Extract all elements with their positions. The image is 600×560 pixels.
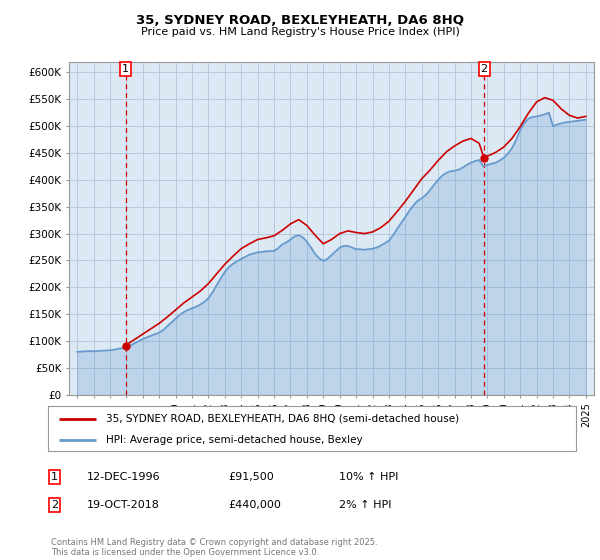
Text: 19-OCT-2018: 19-OCT-2018 xyxy=(87,500,160,510)
Text: 2: 2 xyxy=(51,500,58,510)
Text: Contains HM Land Registry data © Crown copyright and database right 2025.
This d: Contains HM Land Registry data © Crown c… xyxy=(51,538,377,557)
Text: 12-DEC-1996: 12-DEC-1996 xyxy=(87,472,161,482)
Text: 10% ↑ HPI: 10% ↑ HPI xyxy=(339,472,398,482)
Text: 2% ↑ HPI: 2% ↑ HPI xyxy=(339,500,391,510)
Text: HPI: Average price, semi-detached house, Bexley: HPI: Average price, semi-detached house,… xyxy=(106,435,363,445)
Text: 35, SYDNEY ROAD, BEXLEYHEATH, DA6 8HQ: 35, SYDNEY ROAD, BEXLEYHEATH, DA6 8HQ xyxy=(136,14,464,27)
Text: 35, SYDNEY ROAD, BEXLEYHEATH, DA6 8HQ (semi-detached house): 35, SYDNEY ROAD, BEXLEYHEATH, DA6 8HQ (s… xyxy=(106,413,459,423)
Text: 1: 1 xyxy=(51,472,58,482)
Text: £91,500: £91,500 xyxy=(228,472,274,482)
Text: Price paid vs. HM Land Registry's House Price Index (HPI): Price paid vs. HM Land Registry's House … xyxy=(140,27,460,37)
Text: 1: 1 xyxy=(122,64,129,74)
Text: £440,000: £440,000 xyxy=(228,500,281,510)
Text: 2: 2 xyxy=(481,64,488,74)
